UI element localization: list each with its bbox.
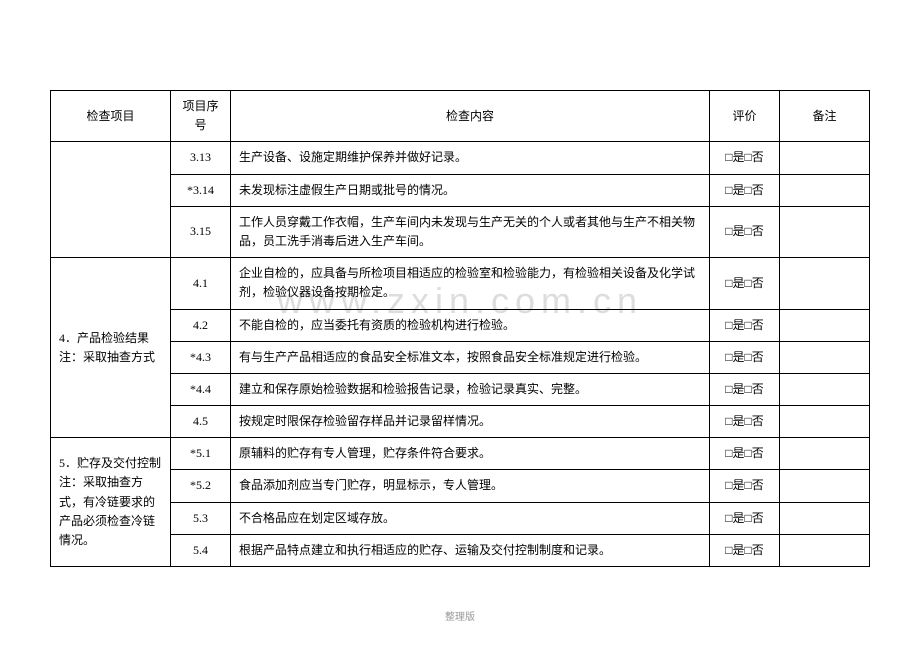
note-cell [780, 373, 870, 405]
table-row: 5.3不合格品应在划定区域存放。□是□否 [51, 502, 870, 534]
num-cell: *5.1 [171, 438, 231, 470]
footer-text: 整理版 [0, 608, 920, 623]
header-content: 检查内容 [231, 91, 710, 142]
table-header-row: 检查项目 项目序号 检查内容 评价 备注 [51, 91, 870, 142]
content-cell: 根据产品特点建立和执行相适应的贮存、运输及交付控制制度和记录。 [231, 534, 710, 566]
eval-cell: □是□否 [710, 470, 780, 502]
note-cell [780, 406, 870, 438]
inspection-table: 检查项目 项目序号 检查内容 评价 备注 3.13生产设备、设施定期维护保养并做… [50, 90, 870, 567]
note-cell [780, 341, 870, 373]
eval-cell: □是□否 [710, 309, 780, 341]
num-cell: *3.14 [171, 174, 231, 206]
table-row: 3.15工作人员穿戴工作衣帽，生产车间内未发现与生产无关的个人或者其他与生产不相… [51, 206, 870, 257]
content-cell: 按规定时限保存检验留存样品并记录留样情况。 [231, 406, 710, 438]
note-cell [780, 438, 870, 470]
num-cell: 5.4 [171, 534, 231, 566]
eval-cell: □是□否 [710, 373, 780, 405]
table-body: 3.13生产设备、设施定期维护保养并做好记录。□是□否*3.14未发现标注虚假生… [51, 142, 870, 567]
eval-cell: □是□否 [710, 502, 780, 534]
eval-cell: □是□否 [710, 406, 780, 438]
table-row: *4.4建立和保存原始检验数据和检验报告记录，检验记录真实、完整。□是□否 [51, 373, 870, 405]
table-row: *5.2食品添加剂应当专门贮存，明显标示，专人管理。□是□否 [51, 470, 870, 502]
content-cell: 有与生产产品相适应的食品安全标准文本，按照食品安全标准规定进行检验。 [231, 341, 710, 373]
content-cell: 生产设备、设施定期维护保养并做好记录。 [231, 142, 710, 174]
note-cell [780, 206, 870, 257]
table-row: 4.5按规定时限保存检验留存样品并记录留样情况。□是□否 [51, 406, 870, 438]
header-num: 项目序号 [171, 91, 231, 142]
table-row: 5．贮存及交付控制注：采取抽查方式，有冷链要求的产品必须检查冷链情况。*5.1原… [51, 438, 870, 470]
eval-cell: □是□否 [710, 142, 780, 174]
num-cell: 3.13 [171, 142, 231, 174]
num-cell: 5.3 [171, 502, 231, 534]
table-row: 4.2不能自检的，应当委托有资质的检验机构进行检验。□是□否 [51, 309, 870, 341]
eval-cell: □是□否 [710, 341, 780, 373]
num-cell: 3.15 [171, 206, 231, 257]
num-cell: *4.4 [171, 373, 231, 405]
note-cell [780, 502, 870, 534]
table-row: 4．产品检验结果注：采取抽查方式4.1企业自检的，应具备与所检项目相适应的检验室… [51, 258, 870, 309]
table-row: 3.13生产设备、设施定期维护保养并做好记录。□是□否 [51, 142, 870, 174]
table-row: *4.3有与生产产品相适应的食品安全标准文本，按照食品安全标准规定进行检验。□是… [51, 341, 870, 373]
note-cell [780, 534, 870, 566]
note-cell [780, 174, 870, 206]
item-cell [51, 142, 171, 258]
header-eval: 评价 [710, 91, 780, 142]
content-cell: 原辅料的贮存有专人管理，贮存条件符合要求。 [231, 438, 710, 470]
num-cell: *4.3 [171, 341, 231, 373]
content-cell: 食品添加剂应当专门贮存，明显标示，专人管理。 [231, 470, 710, 502]
num-cell: *5.2 [171, 470, 231, 502]
eval-cell: □是□否 [710, 438, 780, 470]
note-cell [780, 258, 870, 309]
content-cell: 企业自检的，应具备与所检项目相适应的检验室和检验能力，有检验相关设备及化学试剂，… [231, 258, 710, 309]
content-cell: 未发现标注虚假生产日期或批号的情况。 [231, 174, 710, 206]
content-cell: 建立和保存原始检验数据和检验报告记录，检验记录真实、完整。 [231, 373, 710, 405]
content-cell: 不能自检的，应当委托有资质的检验机构进行检验。 [231, 309, 710, 341]
num-cell: 4.2 [171, 309, 231, 341]
eval-cell: □是□否 [710, 534, 780, 566]
content-cell: 不合格品应在划定区域存放。 [231, 502, 710, 534]
table-row: 5.4根据产品特点建立和执行相适应的贮存、运输及交付控制制度和记录。□是□否 [51, 534, 870, 566]
content-cell: 工作人员穿戴工作衣帽，生产车间内未发现与生产无关的个人或者其他与生产不相关物品，… [231, 206, 710, 257]
num-cell: 4.5 [171, 406, 231, 438]
eval-cell: □是□否 [710, 174, 780, 206]
document-page: 检查项目 项目序号 检查内容 评价 备注 3.13生产设备、设施定期维护保养并做… [0, 0, 920, 567]
item-cell: 5．贮存及交付控制注：采取抽查方式，有冷链要求的产品必须检查冷链情况。 [51, 438, 171, 567]
eval-cell: □是□否 [710, 258, 780, 309]
num-cell: 4.1 [171, 258, 231, 309]
item-cell: 4．产品检验结果注：采取抽查方式 [51, 258, 171, 438]
note-cell [780, 309, 870, 341]
note-cell [780, 142, 870, 174]
header-item: 检查项目 [51, 91, 171, 142]
header-note: 备注 [780, 91, 870, 142]
eval-cell: □是□否 [710, 206, 780, 257]
note-cell [780, 470, 870, 502]
table-row: *3.14未发现标注虚假生产日期或批号的情况。□是□否 [51, 174, 870, 206]
